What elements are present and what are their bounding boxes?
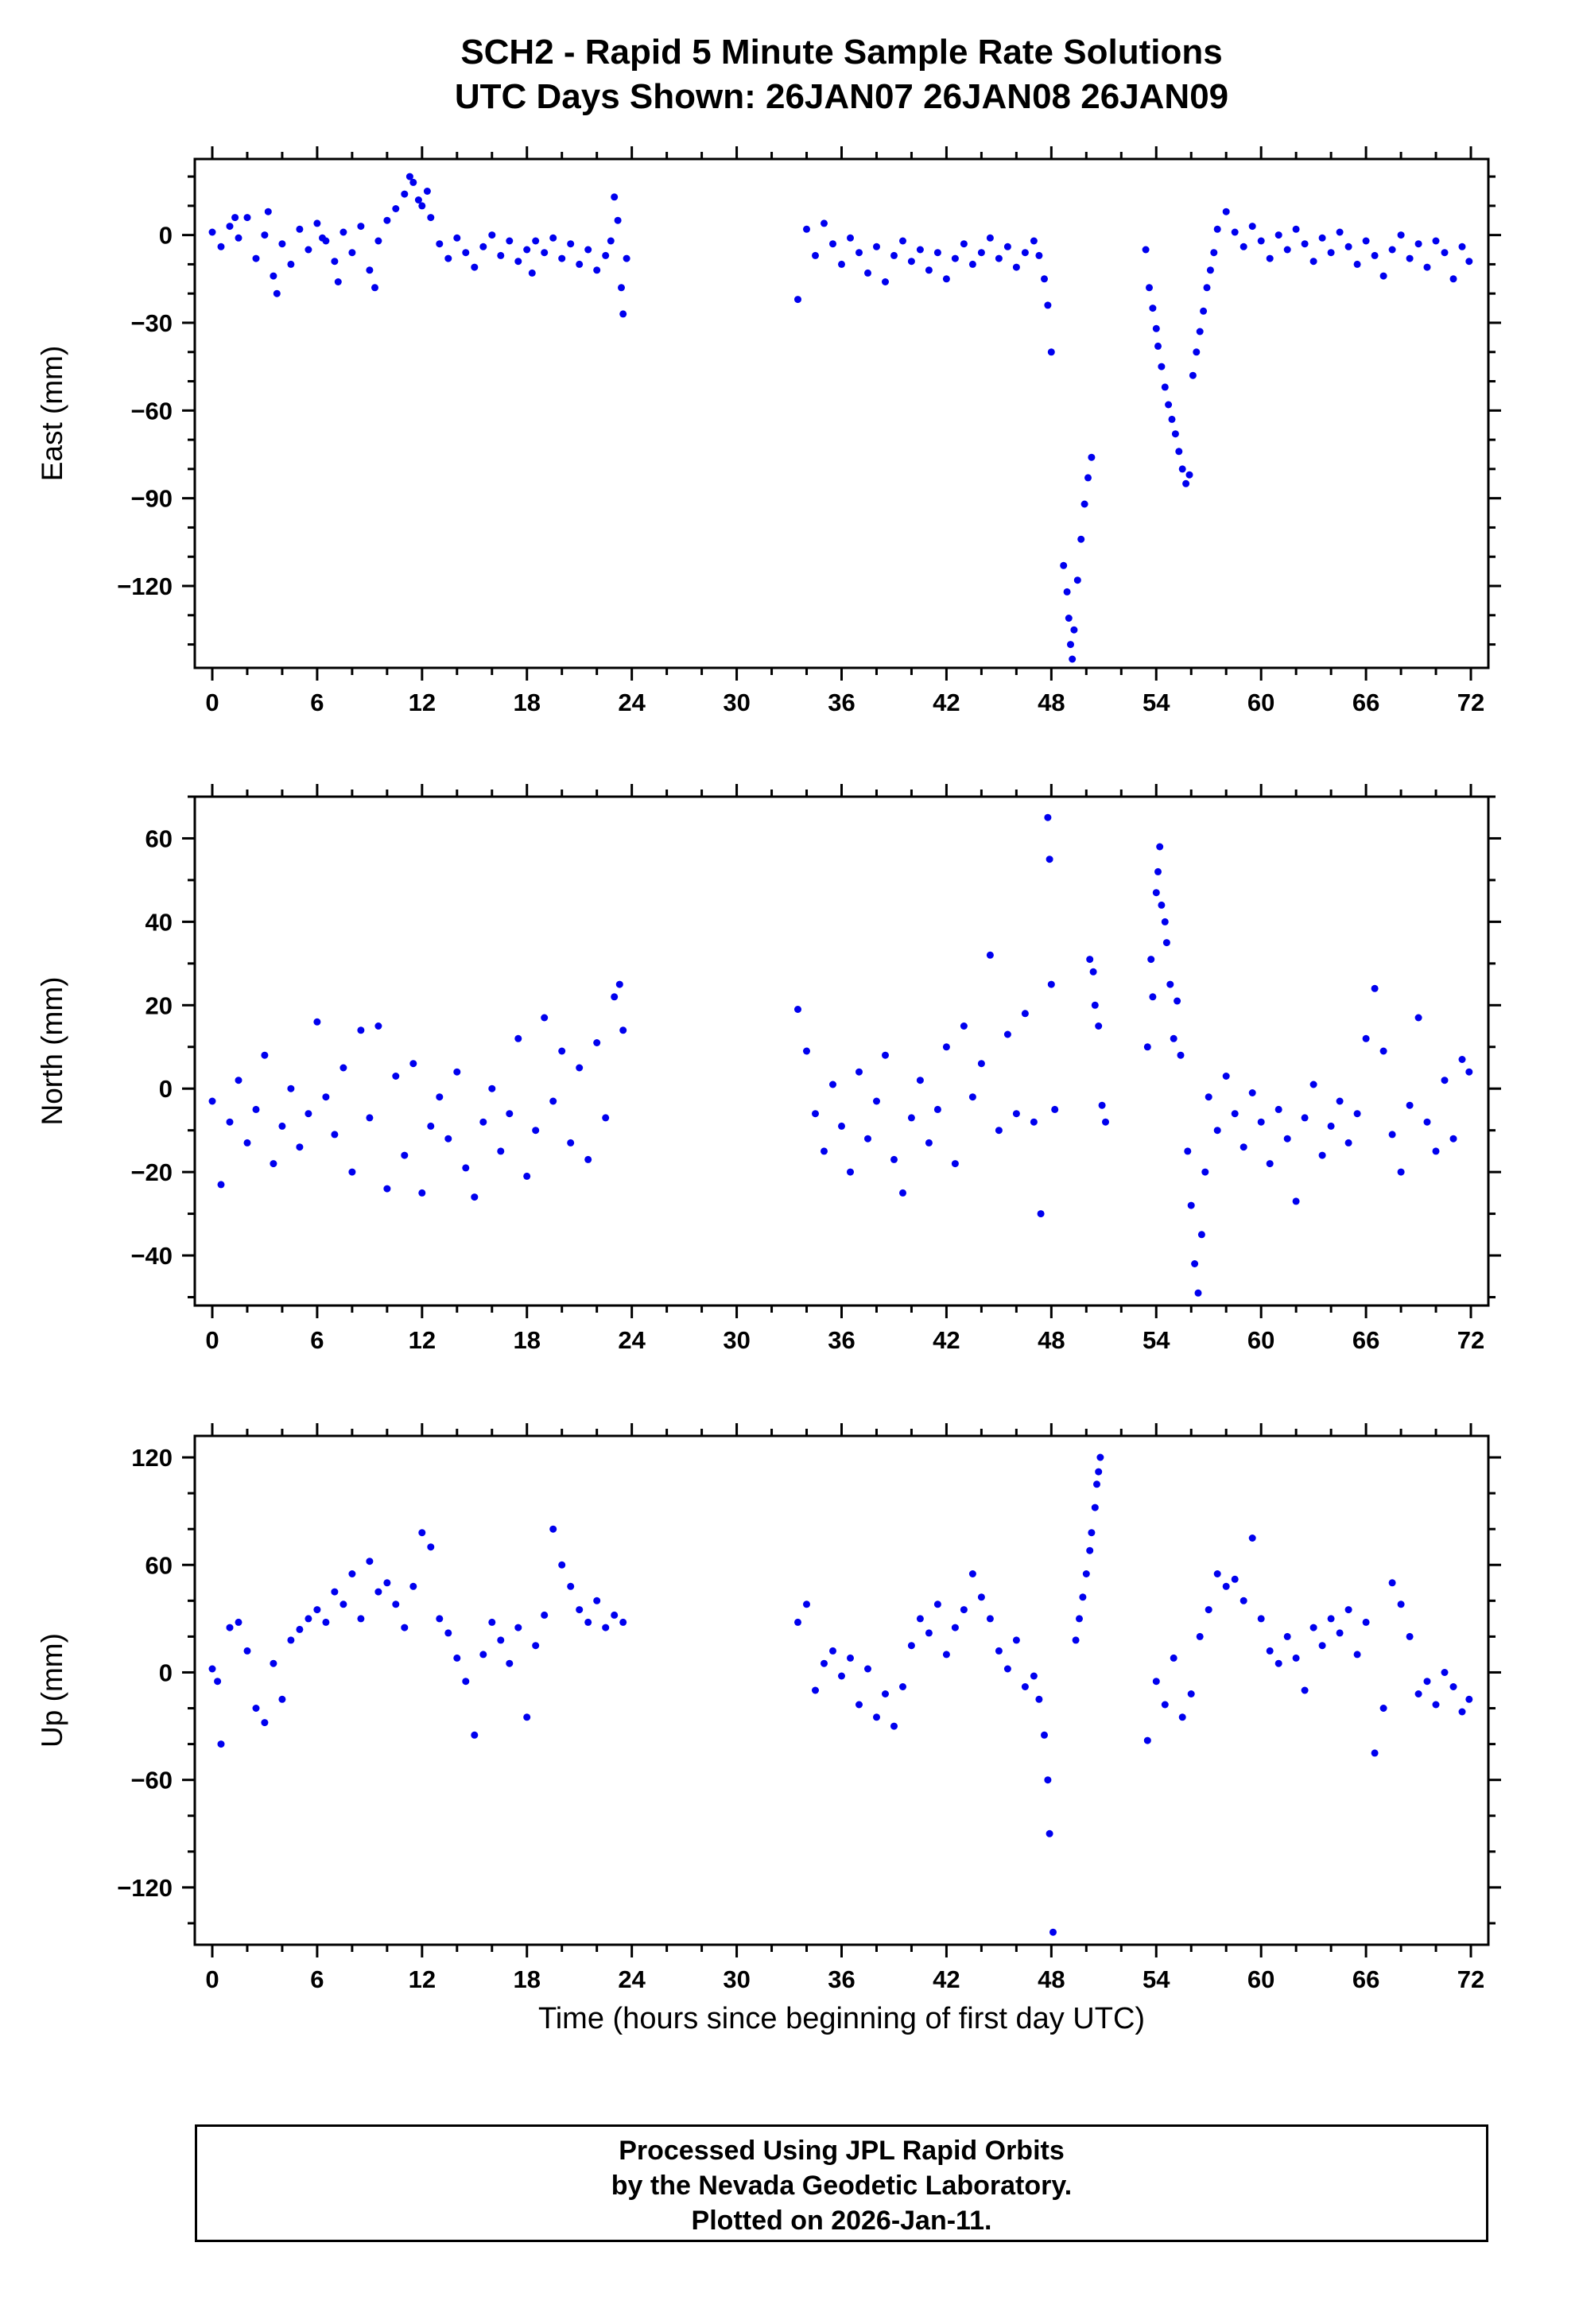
footer-line-1: Processed Using JPL Rapid Orbits — [619, 2136, 1065, 2166]
svg-text:60: 60 — [145, 1551, 173, 1579]
svg-text:30: 30 — [723, 1326, 750, 1353]
tick-labels: 0 6 12 18 24 30 36 42 48 54 60 66 72 −120 −60 0 60 120 — [117, 1444, 1484, 1992]
axes — [182, 784, 1501, 1318]
axes — [182, 1423, 1501, 1957]
x-axis-title: Time (hours since beginning of first day… — [537, 2002, 1146, 2035]
svg-text:−120: −120 — [117, 572, 173, 600]
svg-text:48: 48 — [1038, 1965, 1065, 1992]
svg-text:72: 72 — [1457, 689, 1484, 716]
svg-text:0: 0 — [205, 1326, 219, 1353]
svg-text:42: 42 — [933, 1326, 960, 1353]
svg-text:−60: −60 — [130, 1767, 173, 1794]
svg-text:0: 0 — [159, 1075, 173, 1103]
svg-text:−30: −30 — [130, 309, 173, 337]
svg-text:−60: −60 — [130, 397, 173, 425]
svg-text:60: 60 — [1247, 689, 1274, 716]
svg-text:6: 6 — [310, 1965, 324, 1992]
svg-text:6: 6 — [310, 689, 324, 716]
chart-title: SCH2 - Rapid 5 Minute Sample Rate Soluti… — [195, 30, 1488, 120]
svg-text:−40: −40 — [130, 1242, 173, 1270]
svg-text:30: 30 — [723, 689, 750, 716]
svg-text:72: 72 — [1457, 1326, 1484, 1353]
footer-line-3: Plotted on 2026-Jan-11. — [691, 2206, 992, 2236]
footer-box: Processed Using JPL Rapid Orbits by the … — [195, 2124, 1488, 2242]
svg-text:−120: −120 — [117, 1874, 173, 1902]
svg-text:12: 12 — [409, 1326, 436, 1353]
north-axis-label: North (mm) — [36, 976, 68, 1125]
up-axis-label: Up (mm) — [36, 1633, 68, 1748]
svg-text:12: 12 — [409, 1965, 436, 1992]
footer-line-2: by the Nevada Geodetic Laboratory. — [611, 2171, 1073, 2201]
svg-text:60: 60 — [1247, 1326, 1274, 1353]
svg-text:18: 18 — [514, 689, 541, 716]
tick-labels: 0 6 12 18 24 30 36 42 48 54 60 66 72 0 −30 −60 −90 −120 — [117, 222, 1484, 716]
svg-text:0: 0 — [159, 1659, 173, 1686]
up-data-points — [208, 1453, 1473, 1936]
chart-title-line-2: UTC Days Shown: 26JAN07 26JAN08 26JAN09 — [454, 77, 1229, 117]
east-panel-chart: 0 6 12 18 24 30 36 42 48 54 60 66 72 0 −30 −60 −90 −120 Ea… — [36, 146, 1501, 716]
svg-text:54: 54 — [1143, 689, 1170, 716]
svg-text:24: 24 — [618, 1965, 646, 1992]
svg-text:36: 36 — [828, 1326, 855, 1353]
east-data-points — [208, 173, 1473, 663]
svg-text:42: 42 — [933, 689, 960, 716]
svg-text:36: 36 — [828, 689, 855, 716]
svg-text:30: 30 — [723, 1965, 750, 1992]
svg-text:60: 60 — [145, 824, 173, 852]
svg-text:60: 60 — [1247, 1965, 1274, 1992]
north-panel-chart: 0 6 12 18 24 30 36 42 48 54 60 66 72 −40 −20 0 20 40 60 Nor… — [36, 784, 1501, 1353]
svg-text:40: 40 — [145, 908, 173, 936]
svg-text:24: 24 — [618, 1326, 646, 1353]
svg-text:6: 6 — [310, 1326, 324, 1353]
svg-text:48: 48 — [1038, 689, 1065, 716]
svg-text:120: 120 — [131, 1444, 173, 1472]
svg-text:66: 66 — [1352, 689, 1379, 716]
svg-text:0: 0 — [205, 689, 219, 716]
svg-text:36: 36 — [828, 1965, 855, 1992]
svg-text:72: 72 — [1457, 1965, 1484, 1992]
svg-text:66: 66 — [1352, 1965, 1379, 1992]
svg-text:48: 48 — [1038, 1326, 1065, 1353]
svg-text:42: 42 — [933, 1965, 960, 1992]
north-data-points — [208, 813, 1473, 1297]
svg-text:66: 66 — [1352, 1326, 1379, 1353]
svg-text:12: 12 — [409, 689, 436, 716]
svg-text:18: 18 — [514, 1965, 541, 1992]
svg-text:0: 0 — [205, 1965, 219, 1992]
svg-text:18: 18 — [514, 1326, 541, 1353]
chart-title-line-1: SCH2 - Rapid 5 Minute Sample Rate Soluti… — [460, 33, 1223, 72]
svg-text:24: 24 — [618, 689, 646, 716]
svg-text:−20: −20 — [130, 1158, 173, 1186]
svg-text:20: 20 — [145, 991, 173, 1019]
east-axis-label: East (mm) — [36, 346, 68, 482]
svg-text:−90: −90 — [130, 485, 173, 513]
svg-text:0: 0 — [159, 222, 173, 250]
tick-labels: 0 6 12 18 24 30 36 42 48 54 60 66 72 −40 −20 0 20 40 60 — [130, 824, 1484, 1353]
svg-text:54: 54 — [1143, 1965, 1170, 1992]
axes — [182, 146, 1501, 681]
svg-text:54: 54 — [1143, 1326, 1170, 1353]
up-panel-chart: 0 6 12 18 24 30 36 42 48 54 60 66 72 −120 −60 0 60 120 Up … — [36, 1423, 1501, 1992]
